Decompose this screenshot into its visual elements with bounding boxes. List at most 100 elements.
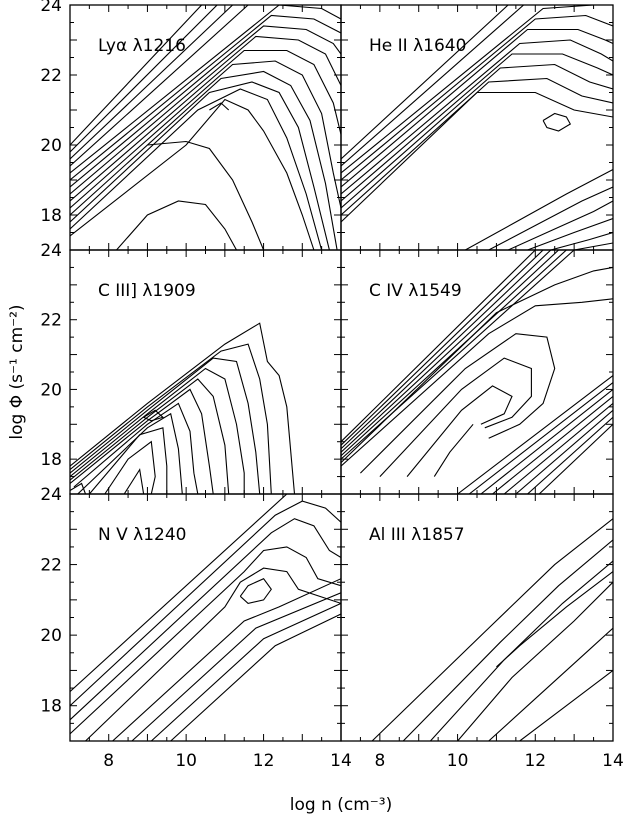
contour-line-11 (123, 468, 145, 494)
contour-line-6 (341, 250, 536, 443)
y-tick-label: 24 (40, 241, 62, 261)
y-axis-title: log Φ (s⁻¹ cm⁻²) (7, 304, 27, 439)
contour-line-3 (341, 250, 559, 453)
contour-line-2 (70, 500, 341, 707)
contour-line-2 (70, 343, 272, 494)
contour-line-1 (70, 322, 296, 494)
y-tick-label: 22 (40, 556, 62, 576)
contour-line-13 (70, 482, 87, 494)
panel-label: C III] λ1909 (98, 281, 196, 301)
contour-line-11 (406, 385, 513, 477)
contour-line-17 (209, 102, 230, 111)
contour-line-17 (503, 402, 613, 494)
contour-line-4 (341, 250, 552, 450)
contour-line-10 (70, 5, 341, 174)
contour-line-2 (341, 250, 567, 457)
x-tick-label: 12 (524, 751, 546, 771)
contour-lines (341, 250, 613, 494)
contour-line-8 (70, 25, 341, 188)
contour-line-1 (371, 518, 613, 741)
contour-line-5 (70, 378, 230, 494)
y-tick-label: 20 (40, 626, 62, 646)
contour-line-3 (70, 357, 261, 494)
contour-line-10 (104, 440, 156, 494)
contour-line-6 (70, 388, 214, 494)
contour-line-3 (70, 81, 330, 250)
contour-line-8 (77, 412, 183, 494)
panel-4: C IV λ1549 (340, 249, 614, 495)
x-axis-title: log n (cm⁻³) (290, 795, 392, 815)
contour-line-1 (341, 91, 613, 223)
contour-line-8 (341, 298, 613, 467)
y-tick-label: 22 (40, 311, 62, 331)
panel-3: C III] λ1909 (69, 249, 342, 495)
panels-group: Lyα λ1216 He II λ1640 C III] λ1909 C IV λ15… (69, 4, 614, 742)
contour-line-15 (480, 388, 613, 494)
y-tick-label: 22 (40, 66, 62, 86)
contour-line-7 (73, 402, 199, 494)
contour-line-14 (468, 382, 613, 494)
contour-line-2 (341, 77, 613, 216)
contour-line-9 (150, 602, 341, 741)
contour-line-4 (70, 70, 338, 250)
panel-label: Al III λ1857 (369, 525, 465, 545)
x-tick-label: 8 (103, 751, 114, 771)
y-tick-label: 24 (40, 485, 62, 505)
contour-line-3 (429, 560, 613, 741)
contour-line-6 (70, 49, 341, 202)
contour-line-6 (239, 578, 272, 604)
contour-line-15 (527, 217, 613, 250)
contour-line-12 (143, 409, 164, 422)
contour-line-9 (88, 427, 168, 494)
contour-line-13 (457, 375, 613, 494)
x-tick-labels: 8 10 12 14 8 10 12 14 (103, 751, 623, 771)
contour-line-10 (379, 357, 532, 477)
contour-line-8 (341, 5, 594, 174)
contour-line-14 (507, 200, 613, 250)
panel-5: N V λ1240 (69, 493, 342, 742)
y-tick-label: 18 (40, 450, 62, 470)
contour-lines (70, 494, 341, 741)
contour-line-13 (70, 5, 218, 153)
contour-line-5 (496, 571, 613, 668)
contour-line-13 (488, 186, 613, 250)
contour-line-6 (341, 28, 613, 188)
contour-lines (371, 518, 613, 741)
contour-line-12 (465, 169, 613, 250)
contour-line-9 (70, 14, 341, 181)
contour-line-10 (341, 5, 509, 160)
panel-label: Lyα λ1216 (98, 36, 186, 56)
panel-2: He II λ1640 (340, 4, 614, 251)
contour-line-7 (519, 669, 613, 741)
contour-line-5 (70, 60, 341, 209)
contour-line-1 (70, 494, 288, 693)
y-tick-labels: 18 20 22 24 18 20 22 24 18 20 22 24 (40, 0, 62, 717)
panel-6: Al III λ1857 (340, 493, 614, 742)
contour-line-1 (70, 98, 315, 250)
y-tick-label: 18 (40, 697, 62, 717)
contour-line-8 (131, 592, 341, 741)
y-tick-label: 18 (40, 206, 62, 226)
y-tick-label: 20 (40, 136, 62, 156)
x-tick-label: 14 (330, 751, 352, 771)
contour-line-4 (70, 367, 245, 494)
contour-line-2 (402, 539, 613, 741)
x-tick-label: 12 (253, 751, 275, 771)
contour-line-1 (341, 250, 575, 460)
contour-line-5 (341, 39, 613, 195)
x-tick-label: 10 (175, 751, 197, 771)
panel-1: Lyα λ1216 (69, 4, 342, 251)
panel-label: C IV λ1549 (369, 281, 462, 301)
contour-line-7 (112, 578, 341, 741)
y-tick-label: 24 (40, 0, 62, 16)
contour-line-11 (542, 112, 572, 132)
contour-line-4 (341, 53, 613, 202)
panel-label: He II λ1640 (369, 36, 466, 56)
panel-label: N V λ1240 (98, 525, 186, 545)
contour-line-16 (116, 200, 237, 250)
contour-lines (70, 5, 341, 250)
contour-line-12 (433, 423, 474, 477)
contour-line-7 (70, 35, 341, 195)
contour-line-15 (147, 140, 265, 250)
contour-line-16 (550, 231, 613, 250)
